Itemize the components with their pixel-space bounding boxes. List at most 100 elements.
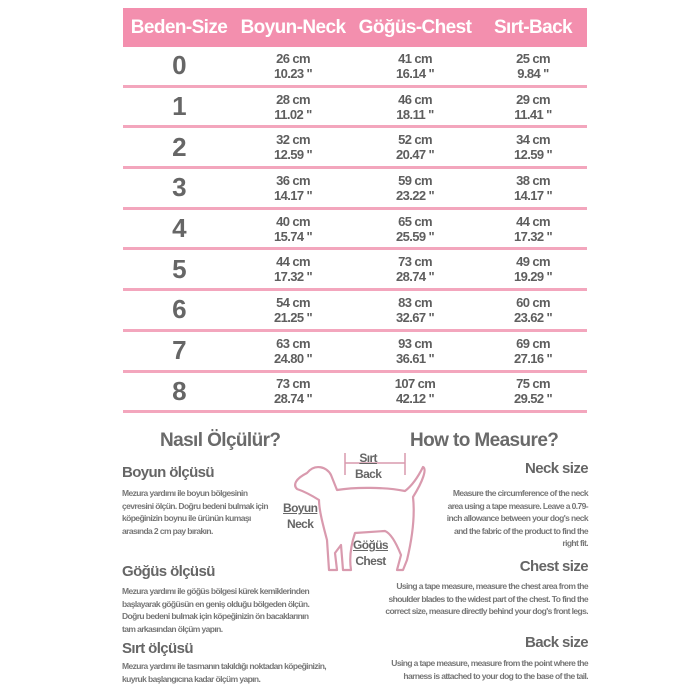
header-chest: Göğüs-Chest <box>358 16 472 38</box>
chest-cm: 93 cm <box>398 335 432 351</box>
en-back-text: Using a tape measure, measure from the p… <box>391 658 588 681</box>
chest-cm: 107 cm <box>394 376 436 392</box>
neck-in: 21.25 " <box>273 309 313 325</box>
chest-cm: 65 cm <box>398 213 432 229</box>
chest-cm: 52 cm <box>398 132 432 148</box>
neck-cell: 32 cm 12.59 " <box>235 132 351 162</box>
chest-cm: 41 cm <box>398 50 432 66</box>
neck-cm: 40 cm <box>276 213 310 229</box>
chest-cell: 93 cm 36.61 " <box>351 336 479 366</box>
chest-tr: Göğüs <box>353 538 389 552</box>
back-in: 11.41 " <box>514 106 552 122</box>
tr-chest-title: Göğüs ölçüsü <box>122 563 215 580</box>
header-size: Beden-Size <box>130 16 228 38</box>
neck-in: 15.74 " <box>273 228 313 244</box>
chest-en: Chest <box>355 554 386 568</box>
en-neck-text: Measure the circumference of the neck ar… <box>446 488 589 548</box>
neck-cm: 28 cm <box>276 91 310 107</box>
neck-cm: 26 cm <box>276 50 310 66</box>
table-row: 2 32 cm 12.59 " 52 cm 20.47 " 34 cm 12.59 " <box>123 128 587 170</box>
back-cm: 38 cm <box>516 172 550 188</box>
dog-illustration-icon <box>294 453 426 572</box>
size-value: 5 <box>172 253 186 284</box>
neck-cell: 26 cm 10.23 " <box>235 51 351 81</box>
size-value: 6 <box>172 294 186 325</box>
chest-in: 20.47 " <box>395 147 435 163</box>
chest-cm: 73 cm <box>398 254 432 270</box>
size-value: 3 <box>172 172 186 203</box>
back-cm: 75 cm <box>516 376 550 392</box>
chest-in: 36.61 " <box>395 350 435 366</box>
table-row: 5 44 cm 17.32 " 73 cm 28.74 " 49 cm 19.29 " <box>123 250 587 292</box>
en-title: How to Measure? <box>410 430 559 451</box>
header-back: Sırt-Back <box>493 16 573 38</box>
chest-cell: 41 cm 16.14 " <box>351 51 479 81</box>
back-cell: 69 cm 27.16 " <box>479 336 587 366</box>
tr-title: Nasıl Ölçülür? <box>160 430 281 451</box>
back-in: 29.52 " <box>513 391 553 407</box>
back-in: 17.32 " <box>513 228 553 244</box>
chest-cm: 46 cm <box>398 91 432 107</box>
chest-cell: 83 cm 32.67 " <box>351 295 479 325</box>
tr-neck-title: Boyun ölçüsü <box>122 464 215 481</box>
neck-cell: 73 cm 28.74 " <box>235 376 351 406</box>
neck-cm: 54 cm <box>276 294 310 310</box>
back-in: 14.17 " <box>513 187 553 203</box>
neck-cm: 63 cm <box>276 335 310 351</box>
back-cell: 60 cm 23.62 " <box>479 295 587 325</box>
chest-cell: 73 cm 28.74 " <box>351 254 479 284</box>
neck-en: Neck <box>287 517 314 531</box>
neck-cell: 63 cm 24.80 " <box>235 336 351 366</box>
dog-neck-label: Boyun Neck <box>283 500 318 532</box>
table-header: Beden-Size Boyun-Neck Göğüs-Chest Sırt-B… <box>123 8 587 47</box>
neck-cell: 40 cm 15.74 " <box>235 214 351 244</box>
back-in: 27.16 " <box>513 350 553 366</box>
neck-in: 28.74 " <box>273 391 313 407</box>
chest-cell: 59 cm 23.22 " <box>351 173 479 203</box>
table-row: 3 36 cm 14.17 " 59 cm 23.22 " 38 cm 14.17 " <box>123 169 587 210</box>
chest-in: 16.14 " <box>395 65 435 81</box>
back-cm: 29 cm <box>516 91 550 107</box>
neck-tr: Boyun <box>283 501 318 515</box>
chest-in: 32.67 " <box>395 309 435 325</box>
table-row: 6 54 cm 21.25 " 83 cm 32.67 " 60 cm 23.62 " <box>123 291 587 332</box>
back-cell: 38 cm 14.17 " <box>479 173 587 203</box>
dog-back-label: Sırt Back <box>355 450 382 482</box>
chest-in: 18.11 " <box>396 106 434 122</box>
back-cell: 29 cm 11.41 " <box>479 92 587 122</box>
neck-cell: 36 cm 14.17 " <box>235 173 351 203</box>
tr-neck-text: Mezura yardımı ile boyun bölgesinin çevr… <box>122 488 269 536</box>
neck-in: 10.23 " <box>273 65 313 81</box>
chest-in: 23.22 " <box>395 187 435 203</box>
back-in: 19.29 " <box>513 269 553 285</box>
size-value: 7 <box>172 335 186 366</box>
en-neck-title: Neck size <box>525 460 589 477</box>
back-cell: 49 cm 19.29 " <box>479 254 587 284</box>
back-cell: 34 cm 12.59 " <box>479 132 587 162</box>
size-value: 0 <box>172 50 186 81</box>
neck-in: 24.80 " <box>273 350 313 366</box>
chest-cell: 65 cm 25.59 " <box>351 214 479 244</box>
neck-cm: 32 cm <box>276 132 310 148</box>
neck-in: 14.17 " <box>273 187 313 203</box>
table-row: 0 26 cm 10.23 " 41 cm 16.14 " 25 cm 9.84 " <box>123 47 587 88</box>
back-cell: 75 cm 29.52 " <box>479 376 587 406</box>
neck-cell: 44 cm 17.32 " <box>235 254 351 284</box>
chest-in: 42.12 " <box>395 391 435 407</box>
en-chest-text: Using a tape measure, measure the chest … <box>385 581 588 616</box>
chest-in: 25.59 " <box>395 228 435 244</box>
back-cm: 44 cm <box>516 213 550 229</box>
back-cell: 25 cm 9.84 " <box>479 51 587 81</box>
size-value: 8 <box>172 375 186 406</box>
size-table: Beden-Size Boyun-Neck Göğüs-Chest Sırt-B… <box>123 8 587 414</box>
neck-in: 12.59 " <box>273 147 313 163</box>
chest-cell: 52 cm 20.47 " <box>351 132 479 162</box>
tr-back-title: Sırt ölçüsü <box>122 640 194 657</box>
en-back-title: Back size <box>525 634 589 651</box>
table-row: 7 63 cm 24.80 " 93 cm 36.61 " 69 cm 27.16 " <box>123 332 587 373</box>
neck-cm: 44 cm <box>276 254 310 270</box>
back-cm: 25 cm <box>516 50 550 66</box>
back-tr: Sırt <box>359 451 377 465</box>
back-cm: 69 cm <box>516 335 550 351</box>
header-neck: Boyun-Neck <box>240 16 346 38</box>
